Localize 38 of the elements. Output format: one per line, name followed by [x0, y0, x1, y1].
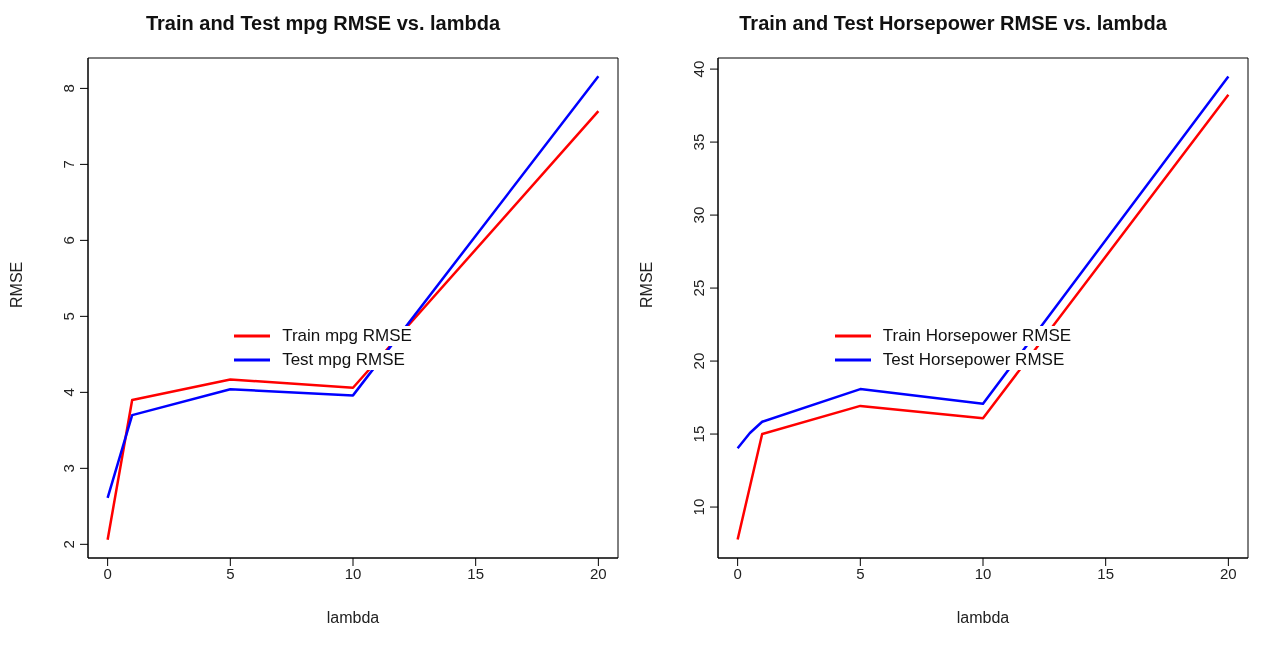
y-tick-label: 4 [60, 388, 77, 397]
line-series [106, 109, 600, 542]
y-axis-title: RMSE [7, 261, 25, 308]
x-tick-label: 20 [1220, 564, 1237, 582]
line-series [736, 75, 1230, 450]
x-axis-title: lambda [326, 609, 380, 626]
y-tick-label: 8 [60, 84, 77, 93]
chart-title: Train and Test Horsepower RMSE vs. lambda [738, 11, 1168, 36]
y-tick-label: 6 [60, 236, 77, 245]
x-tick-label: 10 [344, 564, 362, 582]
x-tick-label: 5 [856, 564, 865, 582]
y-tick-label: 25 [690, 279, 707, 297]
x-tick-label: 10 [974, 564, 992, 582]
x-tick-label: 15 [467, 564, 485, 582]
x-axis-title: lambda [956, 609, 1010, 626]
chart-title: Train and Test mpg RMSE vs. lambda [144, 11, 502, 36]
y-tick-label: 30 [690, 206, 707, 224]
x-tick-label: 20 [590, 564, 607, 582]
y-tick-label: 2 [60, 540, 77, 549]
y-tick-label: 3 [60, 464, 77, 473]
y-tick-label: 10 [690, 498, 707, 516]
x-tick-label: 0 [733, 564, 742, 582]
x-tick-label: 5 [226, 564, 235, 582]
y-tick-label: 7 [60, 160, 77, 169]
y-tick-label: 40 [690, 60, 707, 78]
x-tick-label: 15 [1097, 564, 1115, 582]
y-axis-title: RMSE [637, 261, 655, 308]
y-tick-label: 5 [60, 312, 77, 321]
y-tick-label: 15 [690, 425, 707, 443]
legend-label: Train mpg RMSE [280, 326, 414, 346]
line-series [106, 74, 600, 500]
line-series [736, 93, 1230, 541]
legend-label: Test mpg RMSE [280, 350, 407, 370]
y-tick-label: 35 [690, 133, 707, 151]
y-tick-label: 20 [690, 352, 707, 370]
x-tick-label: 0 [103, 564, 112, 582]
legend-label: Train Horsepower RMSE [880, 326, 1074, 346]
legend-label: Test Horsepower RMSE [880, 350, 1067, 370]
